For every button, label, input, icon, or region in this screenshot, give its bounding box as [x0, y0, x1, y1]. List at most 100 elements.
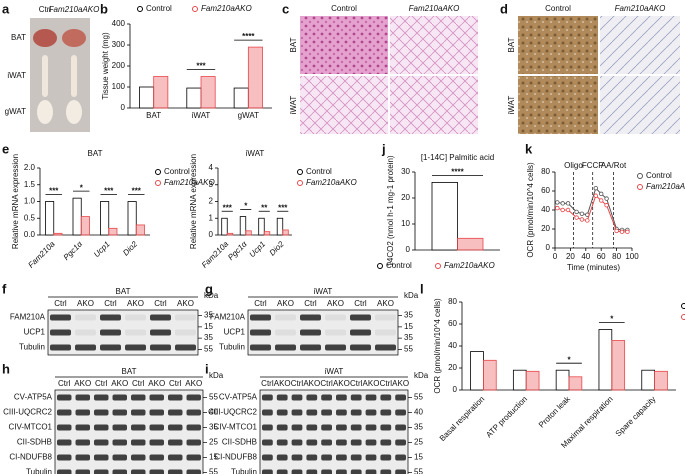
blot-band [306, 424, 318, 431]
row-label: CIV-MTCO1 [8, 423, 52, 432]
blot-band [168, 424, 183, 431]
blot-band [50, 314, 71, 321]
x-tick-label: 100 [625, 252, 639, 261]
column-label: Control [331, 4, 357, 13]
y-tick-label: 40 [541, 205, 550, 214]
blot-band [57, 409, 72, 416]
data-point [565, 201, 571, 206]
bar [221, 217, 228, 236]
y-axis-label: Relative mRNA expression [11, 154, 20, 249]
data-point [593, 185, 599, 191]
y-tick-label: 2.0 [24, 163, 36, 172]
blot-band [149, 454, 164, 461]
blot-band [350, 469, 362, 474]
blot-band [336, 409, 347, 416]
y-tick-label: 100 [112, 82, 126, 91]
legend-marker [137, 6, 143, 12]
x-tick-label: 40 [581, 252, 590, 261]
row-label: CV-ATP5A [219, 393, 258, 402]
micrograph [390, 76, 478, 134]
marker-label: 55 [209, 393, 218, 402]
bar [108, 227, 118, 236]
row-label: BAT [11, 33, 26, 42]
legend-marker [192, 6, 198, 12]
blot-band [275, 314, 296, 321]
bar [186, 87, 202, 109]
y-tick-label: 40 [448, 341, 457, 350]
marker-label: 55 [414, 468, 423, 474]
y-tick-label: 1.0 [24, 197, 36, 206]
blot-band [131, 394, 146, 401]
blot-band [131, 439, 146, 446]
panel-label: g [205, 281, 213, 296]
bar [568, 376, 583, 391]
data-point [593, 193, 599, 198]
panel-label: i [205, 361, 209, 376]
blot-band [94, 439, 109, 446]
blot-band [300, 314, 321, 321]
y-axis-label: 14CO2 (nmol h-1 mg-1 protein) [386, 155, 395, 266]
lane-label: AKO [77, 299, 94, 308]
blot-band [395, 394, 406, 401]
tissue [37, 100, 53, 124]
blot-band [350, 424, 362, 431]
blot-band [262, 424, 273, 431]
x-tick-label: Dio2 [268, 239, 286, 257]
tissue [71, 55, 77, 97]
data-point [599, 191, 604, 197]
blot-band [380, 409, 392, 416]
panel-label: d [500, 1, 508, 16]
row-label: BAT [507, 37, 516, 52]
bar [226, 232, 234, 236]
legend-label: Control [646, 171, 672, 180]
blot-band [94, 409, 109, 416]
marker-label: 15 [404, 322, 413, 331]
lane-label: AKO [303, 379, 320, 388]
blot-band [100, 344, 121, 351]
y-tick-label: 1.5 [24, 180, 36, 189]
bar [431, 181, 458, 251]
row-label: Tubulin [231, 468, 257, 474]
row-label: CV-ATP5A [14, 393, 53, 402]
blot-band [365, 394, 377, 401]
legend-label: Fam210aAKO [306, 178, 357, 187]
row-label: iWAT [289, 96, 298, 115]
blot-band [321, 439, 332, 446]
lane-label: AKO [277, 299, 294, 308]
blot-band [306, 454, 318, 461]
blot-band [275, 329, 296, 336]
lane-label: Ctrl [169, 379, 182, 388]
tissue [33, 29, 57, 47]
lane-label: Ctrl [380, 379, 393, 388]
blot-title: iWAT [314, 287, 333, 296]
blot-band [131, 454, 146, 461]
data-point [619, 229, 625, 235]
blot-band [75, 409, 90, 416]
blot-band [276, 469, 288, 474]
lane-label: Ctrl [54, 299, 67, 308]
legend-marker [681, 314, 685, 320]
blot-band [262, 469, 273, 474]
blot-band [325, 329, 346, 336]
blot-band [350, 454, 362, 461]
data-point [599, 198, 604, 203]
blot-band [395, 424, 406, 431]
bar [45, 201, 55, 236]
blot-band [262, 394, 273, 401]
blot-band [50, 344, 71, 351]
blot-band [112, 439, 127, 446]
blot-band [112, 469, 127, 474]
tissue [66, 100, 82, 124]
significance-label: **** [242, 32, 255, 41]
significance-label: * [80, 183, 84, 192]
blot-band [186, 469, 201, 474]
blot-band [250, 314, 271, 321]
x-tick-label: Fam210a [200, 239, 231, 270]
lane-label: AKO [363, 379, 380, 388]
y-tick-label: 0.5 [24, 213, 36, 222]
blot-band [350, 394, 362, 401]
lane-label: AKO [377, 299, 394, 308]
bar [139, 86, 155, 109]
micrograph [300, 16, 388, 74]
row-label: iWAT [7, 71, 26, 80]
